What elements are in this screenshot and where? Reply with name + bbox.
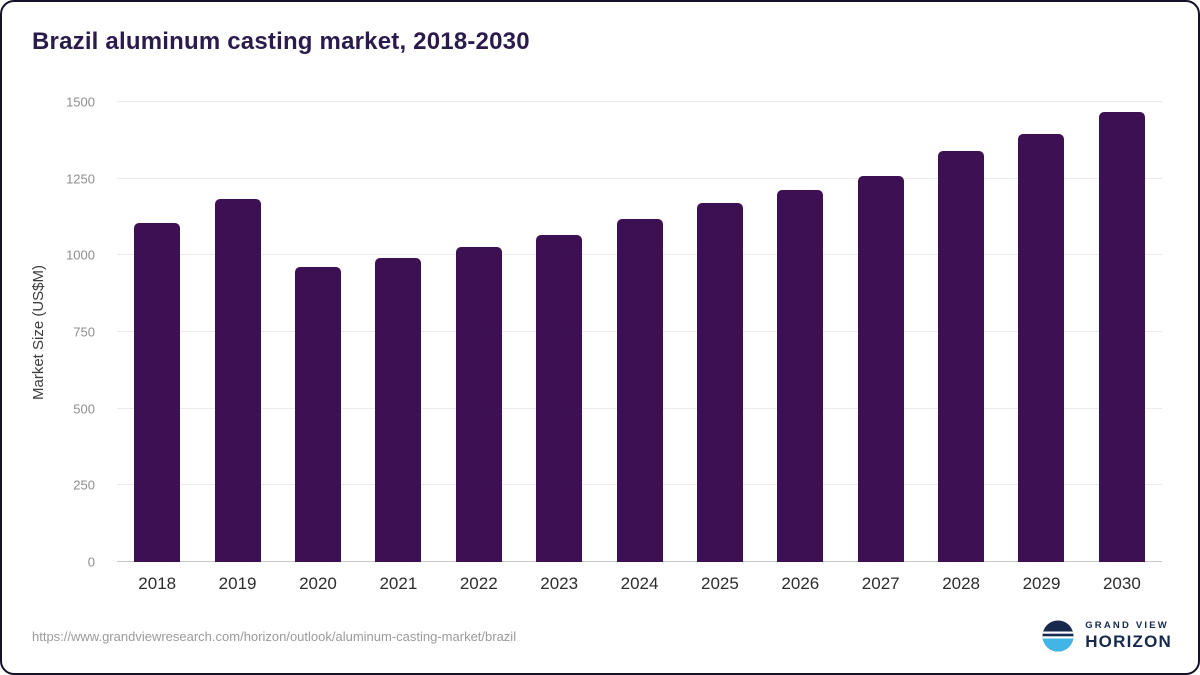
x-tick-label-2019: 2019 xyxy=(218,574,257,593)
bar-2020 xyxy=(294,266,341,562)
bar-2023 xyxy=(536,235,583,562)
bar-2022 xyxy=(455,246,502,562)
bar-cell-2018 xyxy=(117,102,197,562)
gridline-1250 xyxy=(117,177,1162,179)
bar-cell-2028 xyxy=(921,102,1001,562)
bar-cell-2024 xyxy=(599,102,679,562)
bar-2025 xyxy=(696,202,743,562)
y-axis-title: Market Size (US$M) xyxy=(30,264,48,400)
x-tick-label-2022: 2022 xyxy=(459,574,498,593)
logo-text-horizon: HORIZON xyxy=(1085,631,1172,651)
y-tick-label-1250: 1250 xyxy=(66,171,95,187)
gridline-1500 xyxy=(117,101,1162,102)
bar-2024 xyxy=(616,219,663,562)
bar-cell-2029 xyxy=(1001,102,1081,562)
bar-cell-2019 xyxy=(197,102,277,562)
bar-2030 xyxy=(1098,111,1145,562)
bar-cell-2022 xyxy=(439,102,519,562)
y-tick-label-750: 750 xyxy=(73,324,95,340)
x-tick-label-2018: 2018 xyxy=(138,574,177,593)
y-tick-label-250: 250 xyxy=(73,477,95,493)
bar-cell-2023 xyxy=(519,102,599,562)
y-axis-ticks: 0 250 500 750 1000 1250 1500 xyxy=(52,95,107,570)
x-tick-label-2021: 2021 xyxy=(379,574,418,593)
bar-2019 xyxy=(214,198,261,562)
plot-area xyxy=(117,101,1162,562)
bar-cell-2026 xyxy=(760,102,840,562)
bar-2021 xyxy=(375,258,422,562)
x-tick-label-2029: 2029 xyxy=(1022,574,1061,593)
grand-view-horizon-logo: GRAND VIEW HORIZON xyxy=(1040,618,1172,654)
bar-series xyxy=(117,102,1162,562)
source-url: https://www.grandviewresearch.com/horizo… xyxy=(32,628,517,644)
y-tick-label-1500: 1500 xyxy=(66,94,95,110)
y-axis-title-wrap: Market Size (US$M) xyxy=(26,102,52,562)
x-tick-label-2020: 2020 xyxy=(299,574,337,593)
bar-2027 xyxy=(857,175,904,562)
x-tick-label-2023: 2023 xyxy=(540,574,579,593)
x-tick-label-2024: 2024 xyxy=(620,574,659,593)
x-tick-label-2030: 2030 xyxy=(1102,574,1141,593)
logo-text: GRAND VIEW HORIZON xyxy=(1085,619,1172,651)
bar-2029 xyxy=(1018,134,1065,562)
x-tick-label-2028: 2028 xyxy=(942,574,981,593)
bar-2028 xyxy=(938,151,985,562)
y-tick-label-0: 0 xyxy=(87,554,95,570)
y-tick-label-1000: 1000 xyxy=(66,247,95,263)
y-tick-label-500: 500 xyxy=(73,401,95,417)
horizon-logo-icon xyxy=(1042,620,1074,652)
x-axis-labels: 2018 2019 2020 2021 2022 2023 2024 2025 2026 2027… xyxy=(117,574,1162,594)
bar-cell-2027 xyxy=(841,102,921,562)
bar-2026 xyxy=(777,190,824,562)
bar-cell-2020 xyxy=(278,102,358,562)
bar-2018 xyxy=(134,223,181,562)
bar-cell-2025 xyxy=(680,102,760,562)
bar-cell-2021 xyxy=(358,102,438,562)
x-tick-label-2027: 2027 xyxy=(861,574,900,593)
chart-title: Brazil aluminum casting market, 2018-203… xyxy=(32,28,530,55)
x-tick-label-2026: 2026 xyxy=(781,574,820,593)
bar-cell-2030 xyxy=(1082,102,1162,562)
footer: https://www.grandviewresearch.com/horizo… xyxy=(32,613,1172,659)
x-tick-label-2025: 2025 xyxy=(701,574,739,593)
logo-text-grand-view: GRAND VIEW xyxy=(1085,619,1169,631)
